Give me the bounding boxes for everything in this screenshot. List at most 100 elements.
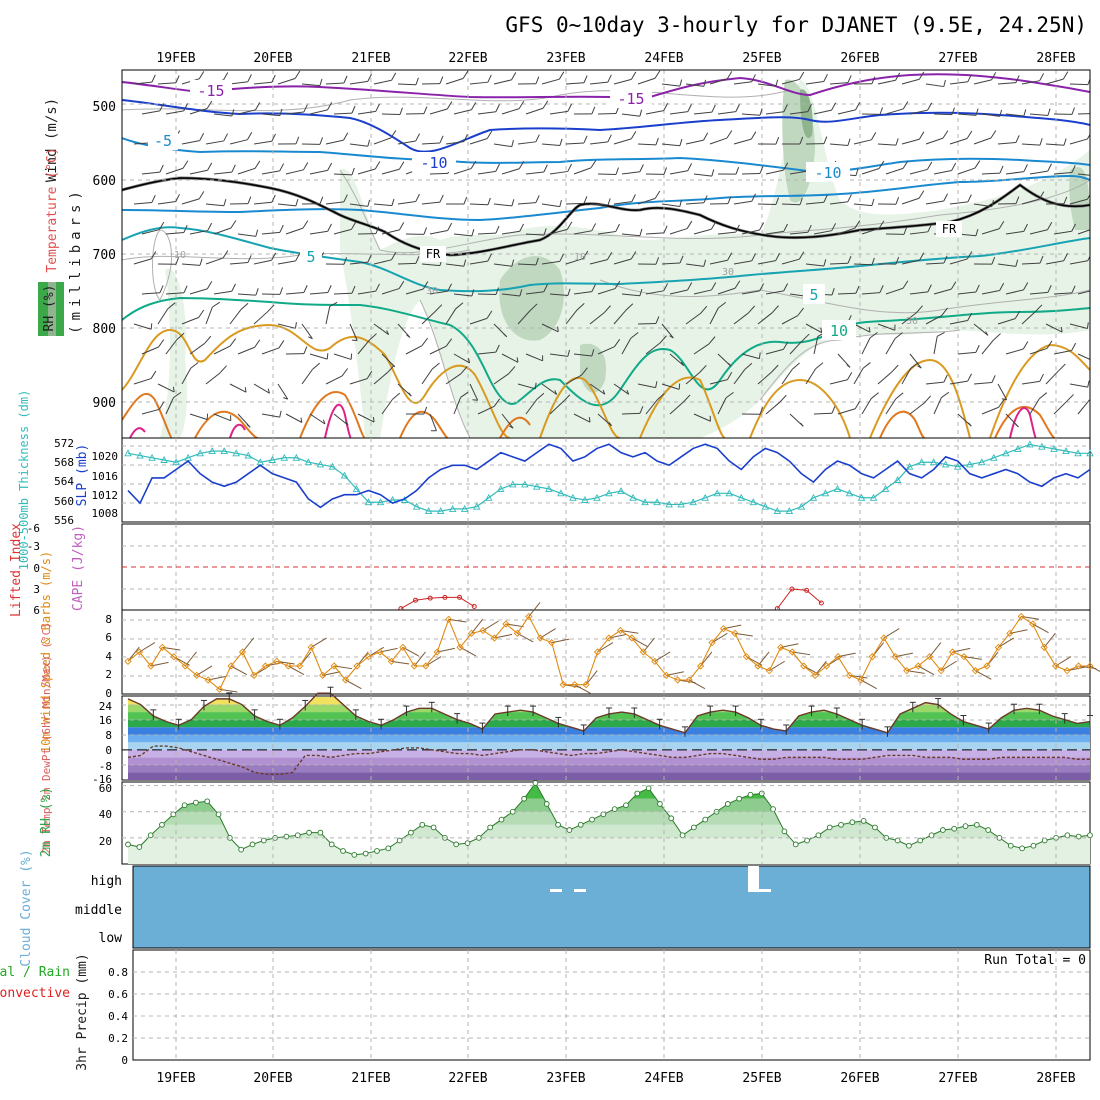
wind-barb bbox=[189, 230, 208, 235]
wind-barb bbox=[621, 338, 632, 355]
wind-barb-feather bbox=[271, 252, 277, 261]
wind-barb bbox=[693, 111, 712, 115]
precip-y-tick: 0.4 bbox=[108, 1010, 128, 1023]
contour-label: -10 bbox=[420, 154, 447, 172]
rh-point bbox=[838, 821, 844, 828]
wind-barb bbox=[685, 202, 704, 205]
contour-label: 10 bbox=[830, 322, 848, 340]
wind-barb-feather bbox=[998, 220, 1005, 229]
wind-barb-feather bbox=[871, 257, 875, 265]
wind-barb bbox=[397, 262, 417, 265]
wind-barb bbox=[517, 383, 536, 390]
wind-barb bbox=[925, 83, 944, 88]
wind-barb bbox=[837, 227, 856, 235]
cloud-y-tick: middle bbox=[75, 903, 122, 918]
wind-barb bbox=[325, 201, 344, 205]
wind-barb bbox=[381, 399, 393, 415]
wind-barb bbox=[997, 82, 1016, 85]
wind-barb bbox=[781, 258, 800, 265]
wind-barb-feather bbox=[369, 333, 377, 341]
rh-shade-dark bbox=[800, 89, 813, 138]
thickness-point bbox=[160, 456, 168, 463]
wind-barb bbox=[549, 228, 568, 235]
surface-wind-barb bbox=[688, 679, 706, 690]
wind-barb-feather bbox=[308, 336, 313, 340]
precip-y-tick: 0.8 bbox=[108, 966, 128, 979]
wind-speed-point bbox=[914, 662, 922, 670]
wind-speed-point bbox=[582, 681, 590, 689]
wind-speed-point bbox=[960, 653, 968, 661]
wind-barb-feather bbox=[439, 194, 444, 203]
wind-barb-feather bbox=[255, 229, 259, 237]
wind-barb bbox=[469, 203, 489, 206]
wind-barb bbox=[1021, 311, 1036, 325]
wind-barb bbox=[133, 258, 152, 265]
wind-barb-feather bbox=[630, 251, 637, 260]
wind-barb bbox=[757, 371, 772, 385]
wind-speed-point bbox=[250, 671, 258, 679]
wind-barb bbox=[397, 140, 416, 145]
cloud-gap bbox=[759, 889, 771, 892]
wind-speed-point bbox=[227, 662, 235, 670]
wind-barb-feather bbox=[158, 339, 165, 348]
wind-barb-feather bbox=[991, 256, 996, 265]
wind-barb-feather bbox=[975, 344, 980, 353]
wind-barb bbox=[709, 307, 719, 325]
wind-barb-feather bbox=[895, 197, 900, 205]
wind-barb-feather bbox=[421, 337, 428, 346]
wind-barb bbox=[429, 108, 448, 115]
wind-barb-feather bbox=[1015, 75, 1020, 83]
wind-barb bbox=[1045, 78, 1064, 85]
wind-barb bbox=[669, 170, 688, 175]
wind-barb-feather bbox=[703, 259, 707, 267]
rh-y-tick: 40 bbox=[99, 808, 112, 821]
surface-wind-barb bbox=[700, 651, 713, 667]
wind-barb bbox=[333, 353, 352, 360]
precip-ylabel: 3hr Precip (mm) bbox=[75, 953, 90, 1070]
wind-barb bbox=[981, 228, 1000, 235]
wind-speed-point bbox=[387, 657, 396, 665]
wind-barb-feather bbox=[974, 160, 981, 169]
wind-speed-point bbox=[319, 671, 327, 679]
wind-barb-feather bbox=[663, 103, 669, 111]
contour-label: -15 bbox=[197, 82, 224, 100]
contour-label: 5 bbox=[809, 286, 818, 304]
rh-point bbox=[362, 850, 369, 857]
wind-barb-feather bbox=[985, 331, 989, 336]
wind-barb-feather bbox=[975, 228, 979, 236]
surface-wind-barb bbox=[711, 632, 728, 644]
wind-barb bbox=[493, 143, 512, 148]
wind-barb bbox=[637, 322, 657, 325]
wind-barb bbox=[661, 262, 680, 265]
wind-barb bbox=[493, 203, 512, 207]
wind-barb bbox=[909, 402, 925, 415]
wind-barb bbox=[597, 346, 615, 355]
rh-point bbox=[521, 795, 527, 802]
wind-barb bbox=[1029, 398, 1040, 415]
wind-barb-feather bbox=[183, 225, 188, 233]
wind-barb-feather bbox=[230, 220, 237, 229]
wind-barb bbox=[229, 262, 248, 265]
wind-barb-feather bbox=[943, 374, 948, 383]
wind-barb-feather bbox=[1039, 255, 1044, 264]
temp-y-tick: -16 bbox=[92, 773, 112, 786]
wind-barb bbox=[357, 290, 376, 295]
wind-barb bbox=[213, 413, 231, 422]
wind-speed-point bbox=[1040, 643, 1048, 651]
rh-point bbox=[453, 841, 460, 848]
wind-barb bbox=[621, 171, 640, 175]
wind-barb-feather bbox=[399, 107, 403, 115]
wind-barb bbox=[549, 110, 568, 115]
wind-barb-feather bbox=[559, 199, 562, 207]
wind-speed-point bbox=[296, 662, 304, 670]
wind-speed-point bbox=[1074, 662, 1083, 670]
wind-barb bbox=[1005, 289, 1024, 295]
surface-wind-barb bbox=[654, 651, 671, 662]
rh-point bbox=[985, 827, 991, 833]
thickness-point bbox=[713, 489, 721, 497]
rh-2m-panel: 20 40 60 2m RH (%) bbox=[39, 780, 1093, 865]
wind-barb-feather bbox=[150, 370, 157, 379]
wind-barb-feather bbox=[727, 196, 732, 204]
wind-barb-feather bbox=[679, 199, 683, 207]
wind-barb-feather bbox=[791, 362, 800, 370]
